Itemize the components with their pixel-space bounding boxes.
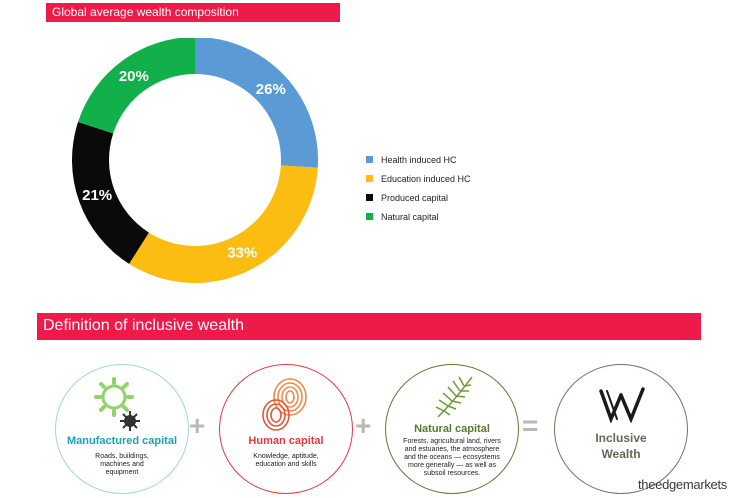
legend-swatch bbox=[366, 213, 373, 220]
human-capital-title: Human capital bbox=[248, 435, 324, 447]
donut-chart: 26% 33% 21% 20% bbox=[72, 38, 318, 283]
legend-label: Health induced HC bbox=[381, 154, 457, 165]
human-capital-desc: Knowledge, aptitude, education and skill… bbox=[253, 453, 319, 468]
legend-item-health-induced-hc: Health induced HC bbox=[366, 150, 471, 169]
legend-swatch bbox=[366, 194, 373, 201]
definition-title: Definition of inclusive wealth bbox=[43, 317, 244, 334]
slice-produced-capital bbox=[72, 121, 149, 264]
manufactured-capital-title: Manufactured capital bbox=[66, 435, 178, 447]
palm-leaf-icon bbox=[435, 376, 473, 418]
legend-item-education-induced-hc: Education induced HC bbox=[366, 169, 471, 188]
chart-title: Global average wealth composition bbox=[52, 5, 239, 19]
human-capital-card: Human capital Knowledge, aptitude, educa… bbox=[219, 364, 353, 494]
manufactured-capital-desc: Roads, buildings, machines and equipment bbox=[95, 453, 149, 476]
slice-label-education-induced-hc: 33% bbox=[227, 245, 257, 262]
legend-swatch bbox=[366, 175, 373, 182]
legend-item-natural-capital: Natural capital bbox=[366, 207, 471, 226]
slice-label-health-induced-hc: 26% bbox=[256, 81, 286, 98]
legend-label: Produced capital bbox=[381, 192, 449, 203]
natural-capital-card: Natural capital Forests, agricultural la… bbox=[385, 364, 519, 494]
inclusive-wealth-logo-icon bbox=[599, 387, 645, 423]
manufactured-capital-card: Manufactured capital Roads, buildings, m… bbox=[55, 364, 189, 494]
slice-natural-capital bbox=[78, 38, 195, 134]
slice-education-induced-hc bbox=[129, 165, 318, 283]
watermark: theedgemarkets bbox=[637, 477, 727, 492]
slice-label-natural-capital: 20% bbox=[119, 68, 149, 85]
natural-capital-title: Natural capital bbox=[414, 423, 490, 435]
slice-label-produced-capital: 21% bbox=[82, 187, 112, 204]
inclusive-wealth-card: Inclusive Wealth bbox=[554, 364, 688, 494]
chart-title-banner: Global average wealth composition bbox=[46, 3, 340, 22]
slice-health-induced-hc bbox=[195, 38, 318, 168]
legend-swatch bbox=[366, 156, 373, 163]
definition-banner: Definition of inclusive wealth bbox=[37, 313, 701, 340]
inclusive-wealth-title-line1: Inclusive bbox=[595, 431, 647, 445]
legend-label: Natural capital bbox=[381, 211, 439, 222]
fingerprint-icon bbox=[262, 378, 307, 431]
chart-legend: Health induced HC Education induced HC Pro… bbox=[366, 150, 471, 226]
natural-capital-desc: Forests, agricultural land, rivers and e… bbox=[403, 438, 501, 477]
plus-operator: + bbox=[355, 410, 372, 441]
legend-item-produced-capital: Produced capital bbox=[366, 188, 471, 207]
legend-label: Education induced HC bbox=[381, 173, 471, 184]
equals-operator: = bbox=[522, 410, 539, 441]
inclusive-wealth-title-line2: Wealth bbox=[601, 447, 641, 461]
gears-icon bbox=[94, 377, 140, 431]
plus-operator: + bbox=[189, 410, 206, 441]
